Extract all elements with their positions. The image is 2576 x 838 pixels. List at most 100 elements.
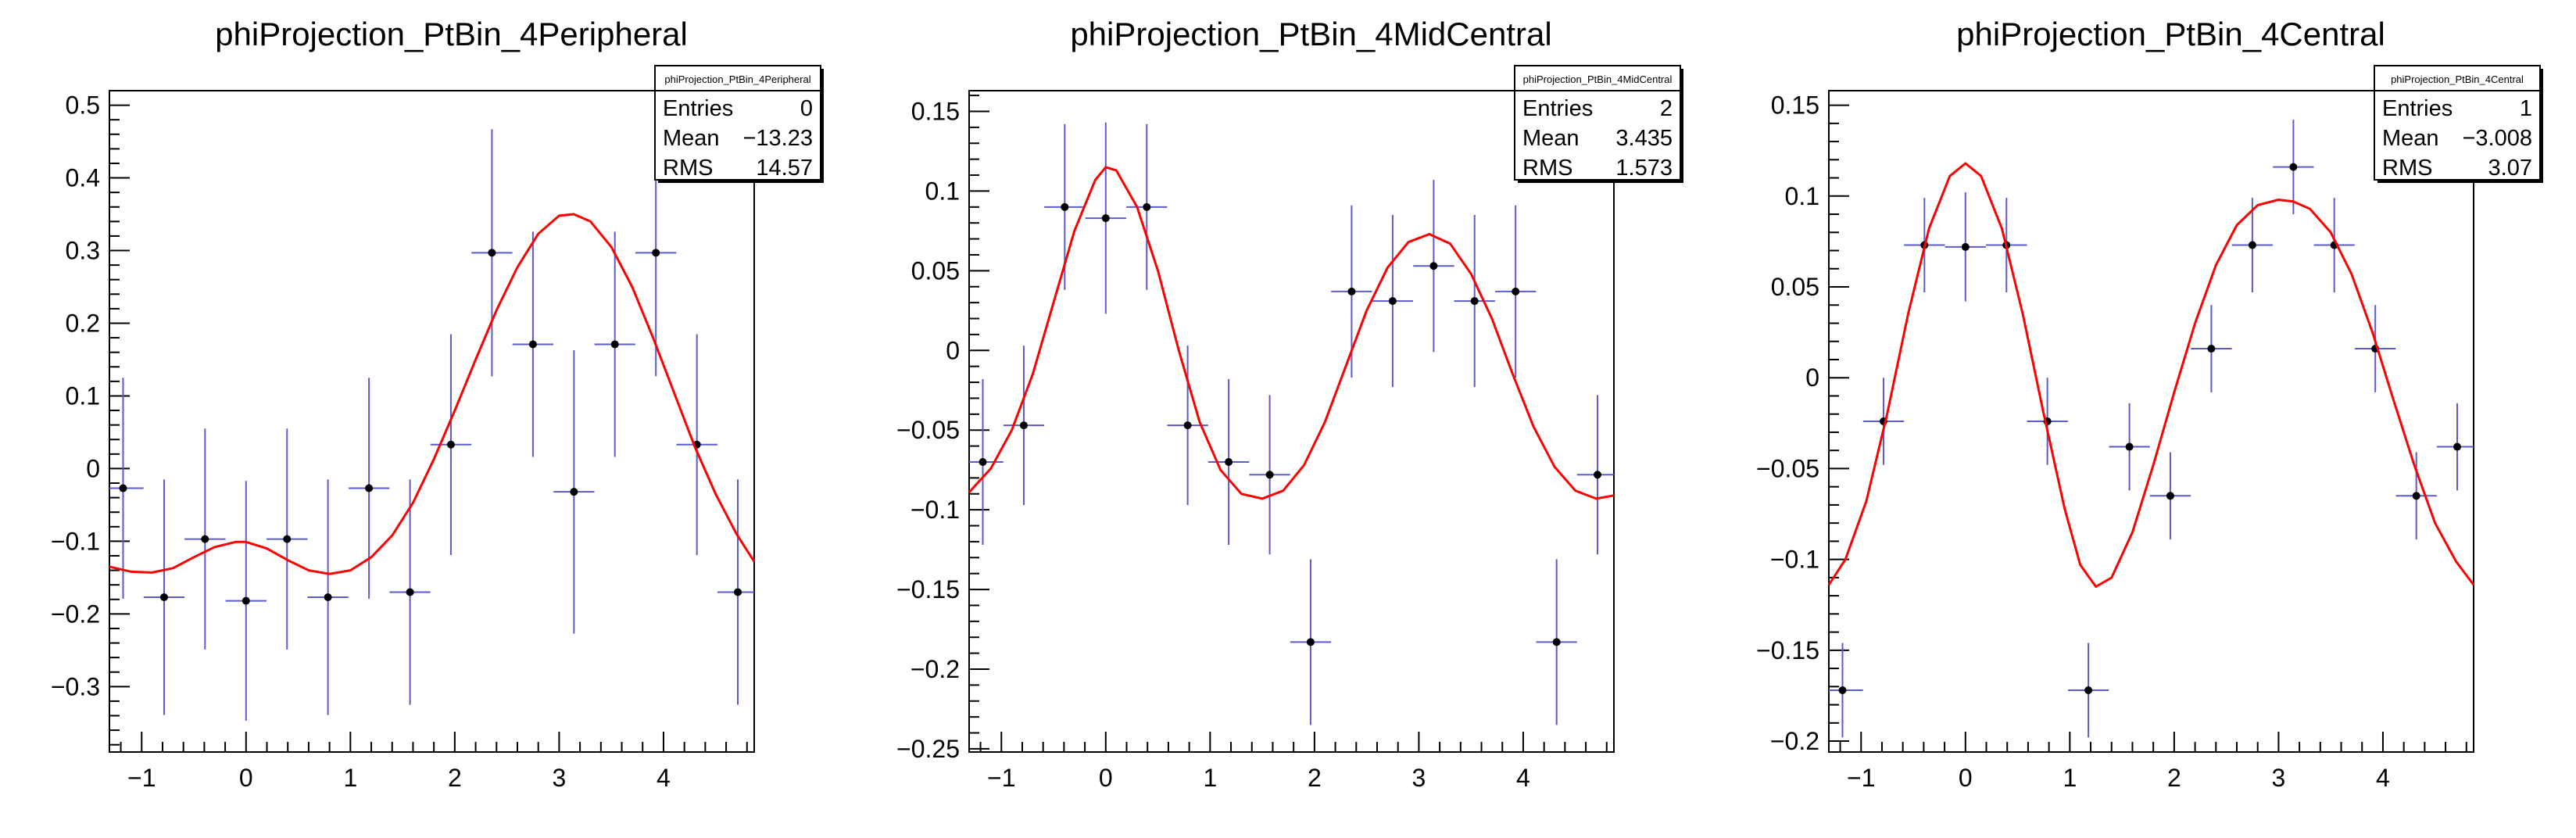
y-tick-label: 0.05	[1771, 273, 1819, 301]
x-tick-label: 4	[1516, 764, 1530, 792]
y-tick-label: 0.3	[66, 237, 100, 265]
data-point	[1413, 180, 1454, 353]
data-point	[1372, 215, 1414, 388]
y-tick-label: 0	[946, 336, 960, 364]
x-tick-label: −1	[127, 764, 156, 792]
data-point	[1945, 192, 1986, 302]
data-point	[717, 479, 754, 705]
y-tick-label: 0.1	[925, 177, 960, 205]
data-point	[2273, 120, 2314, 215]
data-point	[1536, 559, 1577, 725]
data-point	[184, 428, 226, 650]
data-point	[471, 129, 513, 377]
data-point	[1829, 643, 1863, 738]
y-tick-label: −0.2	[911, 655, 960, 683]
plot-frame	[109, 90, 755, 753]
point-marker	[528, 340, 537, 349]
x-tick-label: −1	[987, 764, 1015, 792]
point-marker	[1512, 287, 1520, 295]
data-point	[2191, 305, 2232, 392]
data-point	[969, 378, 1004, 545]
data-point	[267, 428, 308, 650]
stats-label: Mean	[2382, 126, 2439, 151]
stats-label: RMS	[2382, 156, 2432, 181]
point-marker	[1347, 287, 1356, 295]
point-marker	[652, 249, 660, 257]
fit-curve	[968, 166, 1615, 500]
x-tick-label: 0	[1959, 764, 1973, 792]
y-tick-label: −0.05	[896, 416, 960, 444]
stats-box: phiProjection_PtBin_4Central Entries 1 Mean…	[2374, 65, 2543, 183]
x-tick-label: 3	[1412, 764, 1426, 792]
point-marker	[1225, 457, 1233, 466]
data-point	[1249, 395, 1290, 555]
data-point	[553, 349, 595, 634]
x-tick-label: 2	[448, 764, 462, 792]
stats-box: phiProjection_PtBin_4Peripheral Entries 0 M…	[654, 65, 824, 183]
x-tick-label: 1	[343, 764, 357, 792]
data-point	[225, 481, 267, 722]
data-point	[512, 231, 554, 457]
point-marker	[1019, 421, 1028, 430]
stats-value: 1.573	[1615, 156, 1673, 181]
point-marker	[1183, 421, 1192, 430]
data-point	[1290, 559, 1332, 725]
y-tick-label: 0.4	[66, 164, 100, 192]
chart-title: phiProjection_PtBin_4Central	[1956, 16, 2385, 52]
point-marker	[1594, 471, 1602, 479]
y-tick-label: 0.1	[1785, 182, 1819, 210]
stats-value: 3.07	[2488, 156, 2532, 181]
point-marker	[734, 588, 742, 596]
x-tick-label: 4	[657, 764, 671, 792]
stats-value: −13.23	[742, 126, 813, 151]
y-tick-label: −0.2	[1770, 727, 1819, 755]
point-marker	[159, 593, 168, 601]
x-tick-label: 2	[2167, 764, 2181, 792]
y-tick-label: −0.1	[911, 496, 960, 524]
stats-value: 0	[800, 96, 813, 121]
data-point	[430, 334, 472, 556]
point-marker	[610, 340, 619, 349]
data-point	[2313, 198, 2355, 292]
stats-label: Mean	[663, 126, 720, 151]
data-point	[2395, 452, 2437, 540]
stats-box-frame	[654, 65, 821, 181]
point-marker	[324, 593, 332, 601]
data-point	[2436, 403, 2474, 491]
point-marker	[2207, 345, 2216, 353]
point-marker	[1470, 297, 1479, 306]
stats-label: RMS	[663, 156, 713, 181]
data-point	[2355, 305, 2396, 392]
point-marker	[1265, 471, 1274, 479]
y-tick-label: 0.5	[66, 91, 100, 120]
y-tick-label: 0	[1805, 363, 1819, 392]
y-tick-label: 0.15	[911, 98, 960, 126]
data-point	[1454, 215, 1495, 388]
plot-frame	[1828, 90, 2474, 753]
data-point	[1126, 124, 1168, 290]
data-point	[1862, 378, 1905, 465]
y-tick-label: 0.1	[66, 381, 100, 410]
stats-label: Entries	[663, 96, 733, 121]
point-marker	[2412, 492, 2420, 500]
data-point	[594, 231, 635, 457]
plot-panel-2: phiProjection_PtBin_4MidCentral −1 0 1 2 3 4 −0…	[896, 16, 1683, 792]
stats-box-name: phiProjection_PtBin_4Peripheral	[664, 73, 810, 85]
point-marker	[570, 488, 578, 496]
stats-value: −3.008	[2462, 126, 2532, 151]
y-tick-label: −0.3	[51, 672, 100, 700]
chart-title: phiProjection_PtBin_4Peripheral	[215, 16, 688, 52]
y-tick-label: −0.1	[51, 527, 100, 555]
data-point	[2149, 452, 2191, 540]
stats-value: 3.435	[1615, 126, 1673, 151]
x-tick-label: 1	[2063, 764, 2077, 792]
point-marker	[1552, 638, 1561, 646]
point-marker	[1101, 214, 1110, 223]
point-marker	[2084, 686, 2093, 694]
point-marker	[365, 484, 374, 492]
data-point	[2109, 403, 2150, 491]
point-marker	[446, 440, 455, 449]
data-point	[1495, 205, 1537, 378]
stats-value: 14.57	[756, 156, 813, 181]
